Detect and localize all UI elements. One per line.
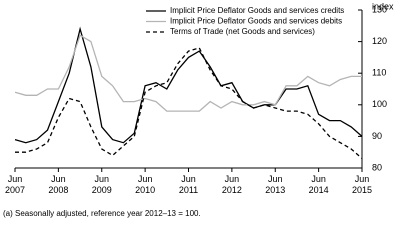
y-tick-label: 100 [372,99,387,109]
y-tick-label: 130 [372,4,387,14]
legend-label: Terms of Trade (net Goods and services) [170,27,315,36]
legend-label: Implicit Price Deflator Goods and servic… [170,6,344,15]
y-tick-label: 110 [372,68,386,78]
x-tick-label: Jun 2009 [91,174,112,195]
x-tick-label: Jun 2010 [135,174,156,195]
x-tick-label: Jun 2008 [48,174,69,195]
x-tick-label: Jun 2012 [221,174,242,195]
legend-label: Implicit Price Deflator Goods and servic… [170,17,342,26]
series-line [14,34,362,112]
series-line [14,26,363,144]
x-tick-label: Jun 2007 [4,174,26,195]
x-tick-label: Jun 2014 [308,174,329,195]
chart: index 80 90 100 110 120 130 Implicit Price Def… [14,1,394,172]
y-tick-label: 80 [372,162,382,172]
x-tick-label: Jun 2011 [178,174,199,195]
series-line [15,47,363,159]
y-axis-label: index [372,1,394,11]
page: {"chart_data": {"type": "line", "y_label… [3,1,395,218]
y-tick-label: 90 [372,131,382,141]
footnote: (a) Seasonally adjusted, reference year … [3,209,201,218]
x-tick-label: Jun 2015 [351,174,373,195]
y-tick-label: 120 [372,36,387,46]
x-tick-label: Jun 2013 [265,174,286,195]
